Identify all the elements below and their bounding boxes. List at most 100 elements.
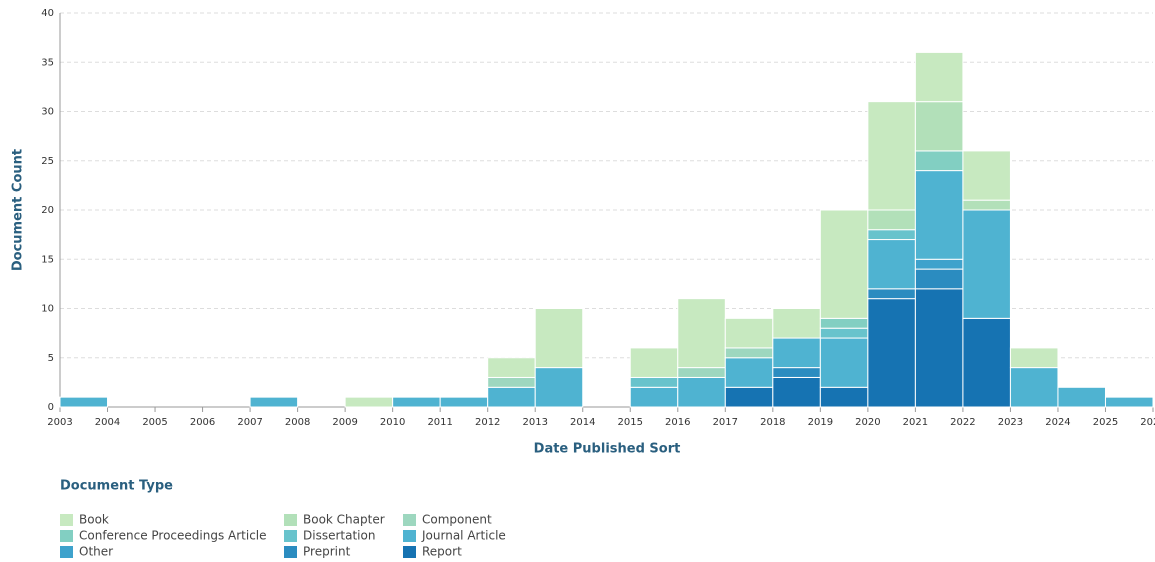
bar-segment xyxy=(914,150,964,172)
x-tick-label: 2009 xyxy=(332,417,357,428)
legend-label: Component xyxy=(422,513,492,527)
y-tick-label: 35 xyxy=(41,57,54,68)
x-tick-label: 2008 xyxy=(285,417,310,428)
bar-segment xyxy=(867,298,916,408)
bar-segment xyxy=(772,376,821,408)
x-tick-label: 2004 xyxy=(95,417,120,428)
bar-segment xyxy=(819,386,869,408)
bar-segment xyxy=(867,239,916,290)
bar-segment xyxy=(724,386,774,408)
bar-segment xyxy=(1057,386,1106,408)
x-tick-label: 2021 xyxy=(903,417,928,428)
bar-segment xyxy=(677,367,726,378)
x-tick-label: 2007 xyxy=(237,417,262,428)
y-tick-label: 5 xyxy=(48,353,54,364)
legend-swatch xyxy=(60,546,73,558)
bar-segment xyxy=(867,229,916,241)
y-axis-title: Document Count xyxy=(11,149,26,271)
y-tick-label: 15 xyxy=(41,254,54,265)
x-tick-label: 2022 xyxy=(950,417,975,428)
x-tick-label: 2011 xyxy=(427,417,452,428)
x-tick-label: 2005 xyxy=(142,417,167,428)
bar-segment xyxy=(772,308,821,339)
legend-swatch xyxy=(284,546,297,558)
x-tick-label: 2023 xyxy=(998,417,1023,428)
x-tick-label: 2006 xyxy=(190,417,215,428)
bar-segment xyxy=(962,317,1011,408)
x-tick-label: 2017 xyxy=(713,417,738,428)
bar-segment xyxy=(962,199,1011,211)
bar-segment xyxy=(249,396,299,408)
bar-segment xyxy=(914,288,964,408)
bar-segment xyxy=(867,288,916,300)
y-tick-label: 0 xyxy=(48,402,54,413)
bar-segment xyxy=(962,209,1011,319)
legend-label: Conference Proceedings Article xyxy=(79,529,267,543)
legend-swatch xyxy=(284,530,297,542)
bar-segment xyxy=(629,347,679,378)
y-tick-label: 40 xyxy=(41,8,54,19)
bar-segment xyxy=(962,150,1011,201)
x-tick-label: 2003 xyxy=(47,417,72,428)
bar-segment xyxy=(487,376,536,388)
x-tick-label: 2025 xyxy=(1093,417,1118,428)
x-tick-label: 2015 xyxy=(618,417,643,428)
bar-segment xyxy=(914,170,964,260)
bar-segment xyxy=(1009,367,1059,408)
legend-swatch xyxy=(403,546,416,558)
bar-segment xyxy=(724,317,774,349)
x-tick-label: 2018 xyxy=(760,417,785,428)
bar-segment xyxy=(819,337,869,388)
legend-label: Report xyxy=(422,545,462,559)
bar-segment xyxy=(1104,396,1154,408)
bar-segment xyxy=(819,317,869,329)
bar-segment xyxy=(677,376,726,408)
bar-segment xyxy=(534,308,584,369)
bar-segment xyxy=(819,327,869,339)
bar-segment xyxy=(629,376,679,388)
bar-segment xyxy=(59,396,109,408)
bar-segment xyxy=(914,258,964,270)
legend-label: Journal Article xyxy=(421,529,506,543)
bar-segment xyxy=(867,101,916,211)
bar-segment xyxy=(914,101,964,152)
x-tick-label: 2024 xyxy=(1045,417,1070,428)
bar-segment xyxy=(629,386,679,408)
bar-segment xyxy=(392,396,441,408)
bar-segment xyxy=(819,209,869,319)
y-tick-label: 20 xyxy=(41,205,54,216)
bar-segment xyxy=(914,51,964,103)
bar-segment xyxy=(724,347,774,359)
bar-segment xyxy=(914,268,964,290)
bar-segment xyxy=(534,367,584,408)
bar-segment xyxy=(1009,347,1059,369)
legend-swatch xyxy=(284,514,297,526)
bar-segment xyxy=(867,209,916,231)
legend-swatch xyxy=(60,514,73,526)
bar-segment xyxy=(772,367,821,378)
x-tick-label: 2014 xyxy=(570,417,595,428)
y-tick-label: 25 xyxy=(41,156,54,167)
legend-label: Preprint xyxy=(303,545,351,559)
legend-title: Document Type xyxy=(60,479,173,494)
bar-segment xyxy=(724,357,774,388)
y-tick-label: 10 xyxy=(41,304,54,315)
legend-swatch xyxy=(403,514,416,526)
legend-swatch xyxy=(60,530,73,542)
bar-segment xyxy=(487,357,536,378)
x-tick-label: 2010 xyxy=(380,417,405,428)
bar-segment xyxy=(439,396,489,408)
legend-label: Book Chapter xyxy=(303,513,385,527)
x-tick-label: 2019 xyxy=(808,417,833,428)
bar-segment xyxy=(344,396,394,408)
legend-label: Book xyxy=(79,513,109,527)
x-tick-label: 2020 xyxy=(855,417,880,428)
legend-label: Dissertation xyxy=(303,529,375,543)
x-tick-label: 2013 xyxy=(522,417,547,428)
x-tick-label: 2016 xyxy=(665,417,690,428)
bar-segment xyxy=(677,298,726,369)
legend-label: Other xyxy=(79,545,113,559)
bar-segment xyxy=(487,386,536,408)
x-axis-title: Date Published Sort xyxy=(534,442,681,457)
